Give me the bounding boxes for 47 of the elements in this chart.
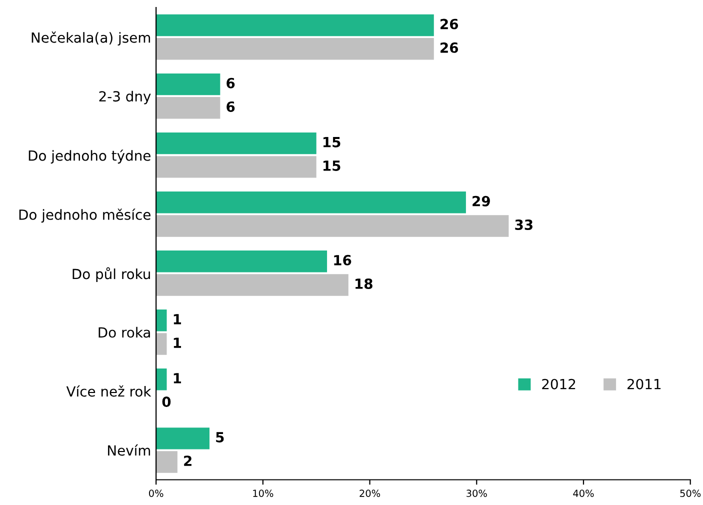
data-label: 5	[216, 432, 224, 442]
x-tick-label: 40%	[573, 490, 594, 497]
data-label: 1	[174, 338, 182, 348]
data-label: 6	[226, 78, 235, 88]
bar	[156, 274, 348, 296]
y-tick-label: 2-3 dny	[99, 90, 151, 104]
x-tick-label: 20%	[360, 490, 380, 497]
x-tick-label: 10%	[253, 490, 274, 497]
bar	[156, 368, 167, 390]
y-tick-label: Do půl roku	[72, 267, 150, 282]
legend-label: 2012	[542, 378, 576, 390]
bar	[156, 451, 178, 473]
data-label: 18	[356, 278, 372, 290]
y-tick-label: Do jednoho týdne	[28, 150, 150, 164]
bar	[156, 132, 316, 154]
y-tick-label: Do roka	[98, 326, 150, 338]
bar	[156, 310, 167, 332]
data-label: 15	[323, 160, 340, 171]
y-tick-label: Nevím	[108, 444, 150, 456]
x-tick-label: 0%	[148, 490, 164, 497]
data-label: 16	[334, 254, 352, 266]
data-label: 2	[184, 456, 192, 466]
data-label: 29	[472, 196, 490, 206]
bar	[156, 73, 220, 96]
data-label: 26	[440, 42, 458, 53]
bar	[156, 14, 434, 36]
x-tick-label: 50%	[680, 490, 701, 497]
y-tick-label: Více než rok	[66, 385, 152, 397]
bar	[156, 191, 466, 214]
data-label: 6	[226, 101, 235, 112]
bar	[156, 428, 210, 450]
bar	[156, 156, 316, 178]
data-label: 1	[174, 373, 182, 384]
data-label: 15	[323, 137, 340, 148]
bar	[156, 250, 328, 272]
bar	[156, 333, 167, 355]
y-tick-label: Do jednoho měsíce	[19, 208, 150, 223]
data-label: 26	[440, 18, 458, 30]
bar	[156, 97, 220, 119]
x-tick-label: 30%	[466, 490, 487, 497]
data-label: 0	[162, 396, 171, 408]
bar	[156, 215, 509, 237]
data-label: 1	[174, 314, 182, 324]
bar	[156, 38, 434, 60]
y-tick-label: Nečekala(a) jsem	[32, 32, 150, 46]
legend-label: 2011	[627, 378, 661, 390]
data-label: 33	[515, 219, 532, 230]
